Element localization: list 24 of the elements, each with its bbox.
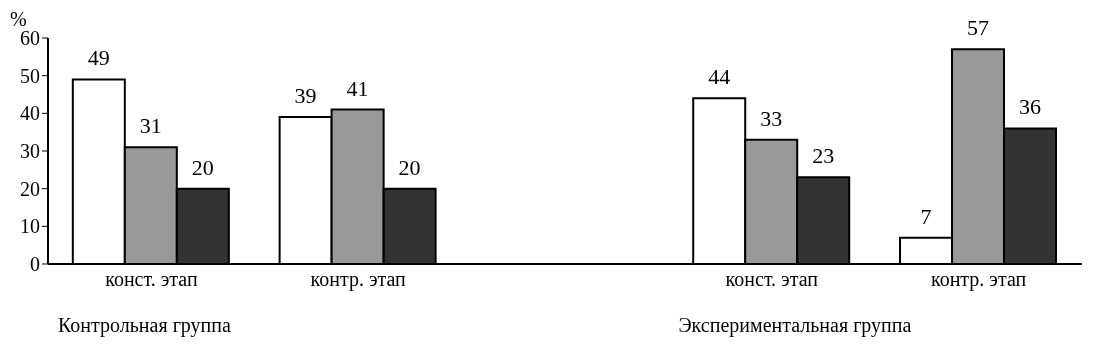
- data-label: 33: [760, 105, 783, 131]
- x-tick-label: контр. этап: [310, 268, 407, 292]
- x-tick-label: контр. этап: [930, 268, 1027, 292]
- data-label: 7: [920, 203, 932, 229]
- y-tick-label: 40: [20, 102, 40, 125]
- data-label: 36: [1019, 94, 1042, 120]
- data-label: 49: [87, 45, 110, 71]
- text: Экспериментальная группа: [678, 314, 912, 337]
- data-label: 20: [398, 154, 421, 180]
- data-label: 31: [139, 113, 162, 139]
- x-tick-label: конст. этап: [105, 268, 198, 291]
- y-tick-label: 30: [20, 140, 40, 163]
- y-tick-label: 50: [20, 64, 40, 87]
- y-tick-label: 20: [20, 177, 40, 200]
- y-tick-label: 0: [30, 253, 40, 276]
- data-label: 57: [967, 15, 990, 41]
- data-label: 44: [708, 64, 731, 90]
- text: Контрольная группа: [58, 314, 231, 337]
- data-label: 20: [191, 154, 214, 180]
- x-tick-label: конст. этап: [725, 268, 819, 291]
- data-label: 41: [346, 75, 369, 101]
- y-tick-label: 10: [20, 215, 40, 238]
- data-label: 23: [812, 143, 835, 169]
- data-label: 39: [294, 83, 317, 109]
